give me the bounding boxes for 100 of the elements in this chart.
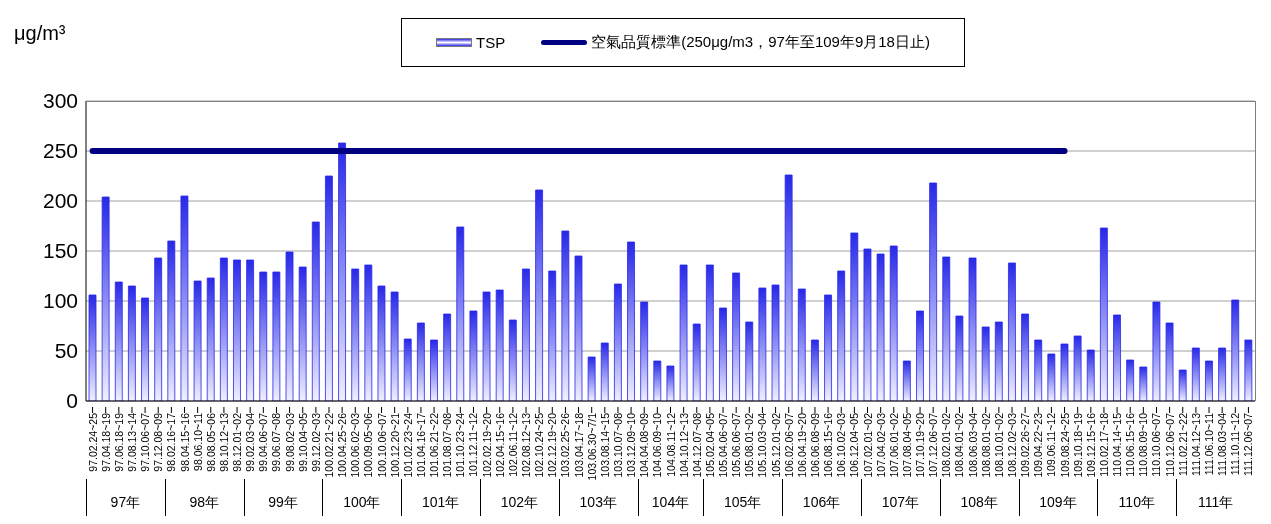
bar (824, 294, 832, 401)
x-tick-label: 105.12.01~02 (769, 412, 782, 478)
x-tick-label: 97.02.24~25 (86, 412, 99, 472)
bar (574, 255, 583, 401)
x-tick-label: 106.02.06~07 (782, 412, 795, 478)
x-tick-label: 104.06.09~10 (651, 412, 664, 478)
bar (1152, 301, 1161, 401)
text: 110年 (1117, 494, 1156, 512)
bar (114, 281, 123, 401)
x-tick-label: 108.02.01~02 (940, 412, 953, 478)
bar (193, 280, 202, 401)
bar (416, 322, 425, 401)
x-tick-label: 107.10.19~20 (914, 412, 927, 478)
x-tick-label: 108.08.01~02 (979, 412, 992, 478)
x-tick-label: 105.08.01~02 (743, 412, 756, 478)
bar (272, 271, 281, 401)
bar (1126, 359, 1135, 401)
bar (719, 307, 727, 401)
y-axis-title: μg/m³ (14, 22, 66, 45)
bar (784, 174, 793, 401)
bar (587, 356, 596, 401)
bar (1113, 314, 1121, 401)
x-tick-label: 103.10.07~08 (611, 412, 624, 478)
text: 101年 (420, 494, 461, 512)
bar (1165, 322, 1174, 401)
x-tick-label: 101.04.16~17 (414, 412, 427, 478)
y-tick-label: 150 (42, 239, 78, 263)
bar (1139, 366, 1148, 401)
x-tick-label: 98.12.01~02 (231, 412, 244, 472)
bar (246, 259, 255, 401)
bar (219, 257, 228, 401)
legend-label: 空氣品質標準(250μg/m3，97年至109年9月18日止) (591, 33, 930, 52)
text: 109年 (1038, 494, 1078, 512)
x-tick-label: 106.10.02~03 (835, 412, 848, 478)
x-tick-label: 111.08.03~04 (1216, 412, 1229, 476)
x-tick-label: 110.02.17~18 (1097, 412, 1110, 477)
bar (101, 196, 110, 401)
x-tick-label: 110.06.15~16 (1124, 412, 1137, 477)
x-tick-label: 107.04.02~03 (874, 412, 887, 478)
x-tick-label: 110.08.09~10 (1137, 412, 1150, 477)
text: 111年 (1196, 494, 1235, 512)
bar (285, 251, 294, 401)
x-tick-label: 102.06.11~12 (506, 412, 519, 477)
bar (1218, 347, 1226, 401)
y-tick-label: 0 (66, 389, 78, 413)
x-tick-label: 99.10.04~05 (296, 412, 309, 472)
bar (1021, 313, 1029, 401)
bar (942, 256, 951, 401)
bar (889, 245, 898, 401)
x-tick-label: 111.02.21~22 (1176, 412, 1189, 476)
x-tick-label: 103.04.17~18 (572, 412, 585, 478)
bar (653, 360, 662, 401)
bar (233, 259, 241, 401)
bar (141, 297, 149, 401)
x-tick-label: 109.02.26~27 (1019, 412, 1032, 478)
bar (968, 257, 977, 401)
text: 105年 (723, 494, 763, 512)
bar (837, 270, 846, 401)
x-tick-label: 103.08.14~15 (598, 412, 611, 478)
bar (482, 291, 491, 401)
bar (1205, 360, 1213, 401)
x-tick-label: 110.04.14~15 (1111, 412, 1124, 477)
text: 102年 (499, 494, 540, 512)
bar (259, 271, 268, 401)
bar (600, 342, 609, 401)
y-tick-label: 300 (42, 89, 78, 113)
x-tick-label: 110.12.06~07 (1163, 412, 1176, 477)
x-tick-label: 100.04.25~26 (336, 412, 349, 478)
y-tick-label: 200 (42, 189, 78, 213)
x-tick-label: 98.04.15~16 (178, 412, 191, 472)
y-tick-label: 250 (42, 139, 78, 163)
bar (469, 310, 478, 401)
bar (443, 313, 452, 401)
bar (206, 277, 215, 401)
bar (771, 284, 780, 401)
bar (325, 175, 333, 401)
x-tick-label: 109.06.11~12 (1045, 412, 1058, 477)
text: 108年 (959, 494, 999, 512)
bar (456, 226, 465, 401)
bar (1008, 262, 1016, 401)
x-tick-label: 103.06.30~7/1 (585, 412, 598, 481)
bar (627, 241, 635, 401)
x-tick-label: 106.08.15~16 (822, 412, 835, 478)
x-tick-label: 98.08.05~06 (204, 412, 217, 472)
x-tick-label: 100.09.05~06 (362, 412, 375, 478)
bar (364, 264, 373, 401)
bar (1086, 349, 1095, 401)
bar (902, 360, 911, 401)
legend-label: TSP (476, 34, 506, 51)
x-tick-label: 104.08.11~12 (664, 412, 677, 477)
bar (1060, 343, 1069, 401)
x-tick-label: 111.04.12~13 (1189, 412, 1202, 476)
text: 107年 (880, 494, 921, 512)
bar (1099, 227, 1108, 401)
bar (863, 248, 872, 401)
x-tick-label: 105.02.04~05 (703, 412, 716, 478)
x-tick-label: 106.06.08~09 (808, 412, 821, 478)
text: 99年 (267, 494, 299, 512)
text: 104年 (650, 494, 691, 512)
text: 97年 (109, 494, 142, 512)
